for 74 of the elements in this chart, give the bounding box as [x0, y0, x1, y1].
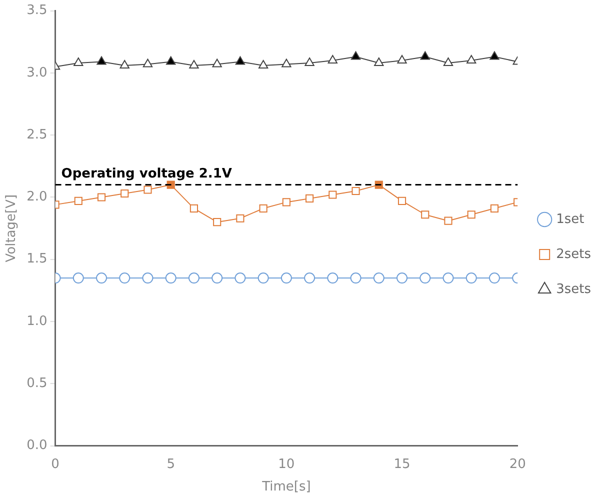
- point: [259, 204, 268, 212]
- point: [144, 186, 152, 194]
- point: [350, 272, 362, 284]
- x-axis-title: Time[s]: [261, 480, 311, 495]
- ref-line-label: Operating voltage 2.1V: [61, 166, 232, 182]
- y-tick-label: 2.0: [26, 190, 48, 205]
- point: [97, 193, 106, 202]
- point: [304, 272, 316, 284]
- point: [120, 189, 129, 198]
- y-axis-title: Voltage[V]: [4, 194, 20, 262]
- y-tick-label: 2.5: [26, 127, 48, 142]
- point: [420, 272, 431, 284]
- point: [352, 186, 360, 196]
- legend-label: 3sets: [556, 282, 592, 297]
- point: [165, 272, 176, 284]
- point: [96, 272, 108, 284]
- point: [142, 272, 154, 284]
- point: [235, 56, 246, 65]
- point: [212, 58, 222, 68]
- point: [442, 272, 454, 284]
- point: [328, 190, 337, 199]
- point: [396, 272, 408, 284]
- point: [282, 198, 290, 206]
- point: [490, 51, 500, 60]
- point: [166, 56, 176, 65]
- point: [420, 51, 430, 60]
- x-tick-label: 5: [166, 456, 175, 472]
- point: [350, 51, 361, 60]
- point: [213, 218, 222, 226]
- point: [373, 272, 384, 284]
- point: [258, 60, 268, 68]
- point: [234, 272, 246, 284]
- y-tick-label: 0.0: [26, 438, 48, 454]
- point: [421, 210, 430, 219]
- point: [306, 194, 314, 203]
- point: [327, 272, 338, 284]
- y-tick-label: 3.5: [26, 3, 48, 18]
- point: [120, 60, 130, 68]
- point: [374, 58, 384, 66]
- point: [466, 55, 476, 64]
- point: [190, 204, 198, 212]
- legend-label: 1set: [556, 212, 584, 227]
- point: [74, 58, 84, 66]
- point: [258, 272, 269, 284]
- point: [397, 55, 407, 64]
- point: [328, 55, 338, 64]
- legend-label: 2sets: [556, 246, 592, 262]
- x-tick-label: 10: [278, 456, 295, 472]
- x-tick-label: 0: [51, 456, 60, 472]
- x-tick-label: 20: [509, 456, 526, 472]
- point: [72, 272, 84, 284]
- point: [398, 196, 406, 205]
- point: [282, 58, 292, 68]
- point: [236, 214, 244, 222]
- y-tick-label: 0.5: [26, 376, 48, 392]
- point: [142, 58, 153, 68]
- point: [444, 216, 452, 225]
- point: [304, 58, 314, 66]
- point: [212, 272, 223, 284]
- point: [466, 272, 477, 284]
- point: [188, 272, 200, 284]
- point: [443, 58, 454, 66]
- point: [74, 196, 82, 205]
- point: [96, 56, 106, 65]
- point: [189, 60, 199, 68]
- y-tick-label: 1.0: [26, 314, 48, 329]
- x-tick-label: 15: [394, 456, 410, 472]
- point: [119, 272, 130, 284]
- point: [467, 210, 476, 219]
- point: [488, 272, 500, 284]
- point: [490, 204, 499, 212]
- y-tick-label: 3.0: [26, 65, 48, 80]
- y-tick-label: 1.5: [26, 252, 48, 267]
- point: [280, 272, 292, 284]
